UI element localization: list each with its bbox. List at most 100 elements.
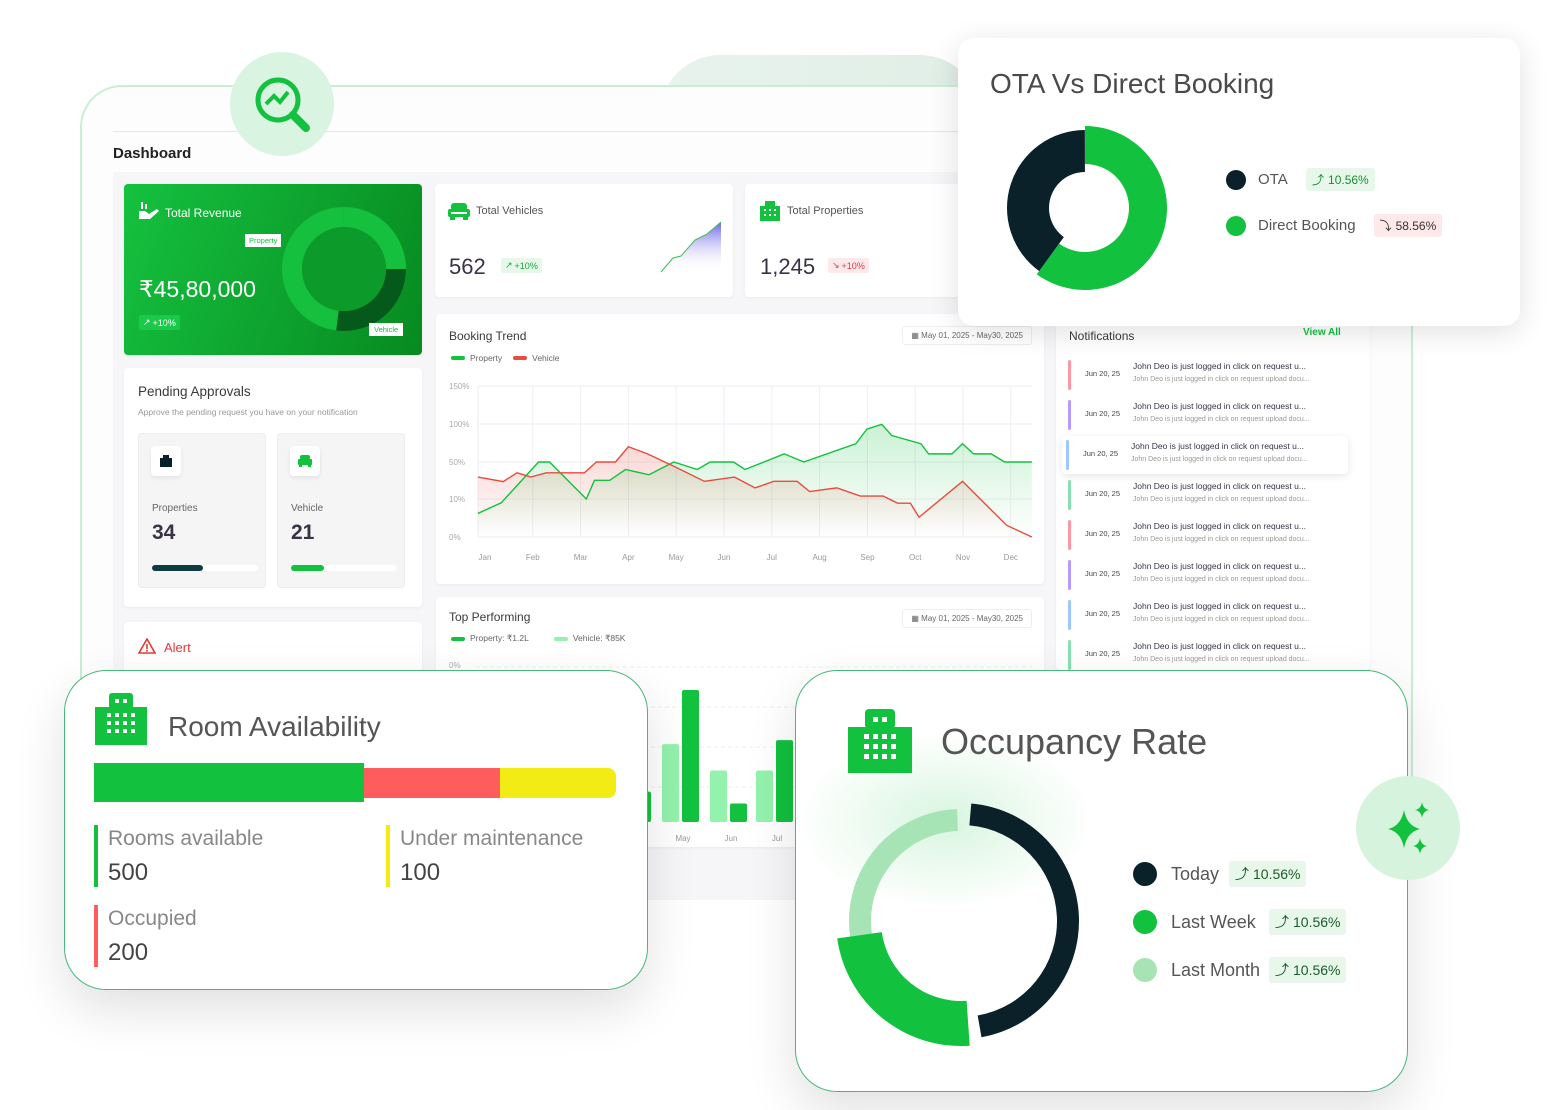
vehicle-tag: Vehicle bbox=[369, 323, 404, 336]
pending-item-value: 21 bbox=[291, 521, 315, 544]
total-vehicles-card: Total Vehicles 562 ↗ +10% bbox=[435, 184, 733, 297]
notification-date: Jun 20, 25 bbox=[1085, 369, 1121, 378]
x-tick-label: Aug bbox=[812, 553, 826, 562]
donut-segment-last-week bbox=[837, 932, 970, 1046]
building-icon bbox=[760, 201, 780, 221]
area-property bbox=[477, 424, 1032, 537]
legend-dot bbox=[1226, 169, 1246, 190]
y-tick-label: 150% bbox=[449, 382, 469, 391]
legend-swatch-vehicle bbox=[513, 356, 528, 360]
analytics-search-icon bbox=[255, 77, 310, 132]
building-icon bbox=[95, 693, 147, 745]
legend-last-month: Last Month ⤴ 10.56% bbox=[1133, 957, 1347, 983]
donut-segment-vehicle bbox=[336, 269, 406, 331]
notification-title: John Deo is just logged in click on requ… bbox=[1133, 561, 1306, 571]
building-icon bbox=[151, 446, 181, 476]
notification-item[interactable]: Jun 20, 25 John Deo is just logged in cl… bbox=[1064, 556, 1348, 594]
legend-label: Today bbox=[1171, 863, 1220, 884]
notification-title: John Deo is just logged in click on requ… bbox=[1133, 521, 1306, 531]
occupancy-title: Occupancy Rate bbox=[941, 721, 1208, 762]
legend-swatch-vehicle bbox=[553, 636, 568, 641]
notifications-title: Notifications bbox=[1069, 329, 1135, 343]
property-tag: Property bbox=[245, 234, 282, 247]
ota-donut-chart bbox=[1007, 126, 1167, 290]
alert-title: Alert bbox=[164, 640, 191, 655]
bar-property-may bbox=[682, 690, 699, 822]
legend-swatch-property bbox=[451, 636, 465, 641]
total-vehicles-title: Total Vehicles bbox=[476, 205, 544, 217]
change-badge: ⤴ 10.56% bbox=[1269, 957, 1347, 983]
change-value: 10.56% bbox=[1293, 962, 1341, 978]
change-value: 58.56% bbox=[1395, 218, 1437, 233]
occupied-value: 200 bbox=[108, 939, 149, 966]
maintenance-marker bbox=[386, 825, 390, 887]
notification-subtitle: John Deo is just logged in click on requ… bbox=[1131, 456, 1308, 463]
x-tick-label: Sep bbox=[860, 553, 875, 562]
maintenance-value: 100 bbox=[400, 859, 441, 886]
legend-direct: Direct Booking ⤵ 58.56% bbox=[1226, 214, 1443, 237]
notification-subtitle: John Deo is just logged in click on requ… bbox=[1133, 496, 1310, 503]
pending-item-label: Properties bbox=[152, 503, 198, 514]
x-tick-label: Feb bbox=[526, 553, 540, 562]
bar-vehicle-jun bbox=[710, 770, 727, 822]
booking-trend-title: Booking Trend bbox=[449, 329, 527, 343]
ota-vs-direct-card: OTA Vs Direct Booking OTA ⤴ 10.56% Direct… bbox=[958, 38, 1520, 326]
x-tick-label: Dec bbox=[1004, 553, 1018, 562]
hand-money-icon bbox=[139, 202, 159, 219]
notification-title: John Deo is just logged in click on requ… bbox=[1133, 641, 1306, 651]
pending-item-properties[interactable]: Properties 34 bbox=[138, 433, 266, 588]
progress-fill bbox=[152, 565, 203, 571]
date-range-picker[interactable]: ▦ May 01, 2025 - May30, 2025 bbox=[902, 326, 1032, 345]
legend-ota: OTA ⤴ 10.56% bbox=[1226, 168, 1375, 191]
x-tick-label: May bbox=[669, 553, 684, 562]
legend-swatch-property bbox=[451, 356, 465, 360]
occupancy-rate-card: Occupancy Rate Today ⤴ 10.56% Last Week ⤴… bbox=[795, 670, 1408, 1092]
notification-date: Jun 20, 25 bbox=[1085, 409, 1121, 418]
date-range-picker[interactable]: ▦ May 01, 2025 - May30, 2025 bbox=[902, 609, 1032, 628]
total-revenue-value: ₹45,80,000 bbox=[139, 276, 256, 302]
pending-title: Pending Approvals bbox=[138, 384, 251, 399]
x-tick-label: Nov bbox=[956, 553, 970, 562]
notification-item[interactable]: Jun 20, 25 John Deo is just logged in cl… bbox=[1064, 516, 1348, 554]
total-properties-change: ↘ +10% bbox=[828, 258, 869, 273]
notification-item[interactable]: Jun 20, 25 John Deo is just logged in cl… bbox=[1064, 636, 1348, 674]
ota-change-badge: ⤴ 10.56% bbox=[1306, 168, 1375, 191]
donut-segment-direct bbox=[1036, 126, 1167, 290]
notification-date: Jun 20, 25 bbox=[1085, 569, 1121, 578]
legend-dot bbox=[1226, 215, 1246, 236]
y-tick-label: 0% bbox=[449, 533, 461, 542]
notification-item[interactable]: Jun 20, 25 John Deo is just logged in cl… bbox=[1062, 436, 1348, 474]
legend-label: Last Week bbox=[1171, 911, 1256, 932]
direct-change-badge: ⤵ 58.56% bbox=[1373, 214, 1443, 237]
progress-fill bbox=[291, 565, 324, 571]
page-title: Dashboard bbox=[113, 145, 192, 162]
pending-approvals-card: Pending Approvals Approve the pending re… bbox=[124, 368, 422, 607]
total-revenue-change: ↗ +10% bbox=[139, 315, 180, 330]
notification-item[interactable]: Jun 20, 25 John Deo is just logged in cl… bbox=[1064, 476, 1348, 514]
x-tick-label: May bbox=[675, 834, 690, 843]
notification-color-bar bbox=[1068, 520, 1071, 550]
maintenance-label: Under maintenance bbox=[400, 827, 584, 850]
change-value: +10% bbox=[152, 317, 176, 328]
view-all-link[interactable]: View All bbox=[1303, 327, 1341, 338]
available-value: 500 bbox=[108, 859, 149, 886]
room-title: Room Availability bbox=[168, 711, 381, 742]
notification-item[interactable]: Jun 20, 25 John Deo is just logged in cl… bbox=[1064, 356, 1348, 394]
total-revenue-card: Total Revenue ₹45,80,000 ↗ +10% Property … bbox=[124, 184, 422, 355]
legend-label: Direct Booking bbox=[1258, 217, 1356, 234]
y-tick-label: 100% bbox=[449, 420, 469, 429]
notification-item[interactable]: Jun 20, 25 John Deo is just logged in cl… bbox=[1064, 396, 1348, 434]
notification-color-bar bbox=[1068, 480, 1071, 510]
booking-trend-chart: 150% 100% 50% 10% 0% Jan Feb Mar Apr May Jun Jul Aug… bbox=[449, 382, 1033, 562]
notification-subtitle: John Deo is just logged in click on requ… bbox=[1133, 376, 1310, 383]
legend-dot bbox=[1133, 910, 1157, 934]
notification-subtitle: John Deo is just logged in click on requ… bbox=[1133, 536, 1310, 543]
notification-title: John Deo is just logged in click on requ… bbox=[1133, 401, 1306, 411]
x-tick-label: Apr bbox=[622, 553, 635, 562]
donut-segment-today bbox=[969, 803, 1079, 1038]
y-tick-label: 0% bbox=[449, 661, 461, 670]
date-range-text: May 01, 2025 - May30, 2025 bbox=[921, 331, 1023, 340]
notification-item[interactable]: Jun 20, 25 John Deo is just logged in cl… bbox=[1064, 596, 1348, 634]
pending-item-vehicle[interactable]: Vehicle 21 bbox=[277, 433, 405, 588]
bar-vehicle-may bbox=[662, 744, 679, 822]
